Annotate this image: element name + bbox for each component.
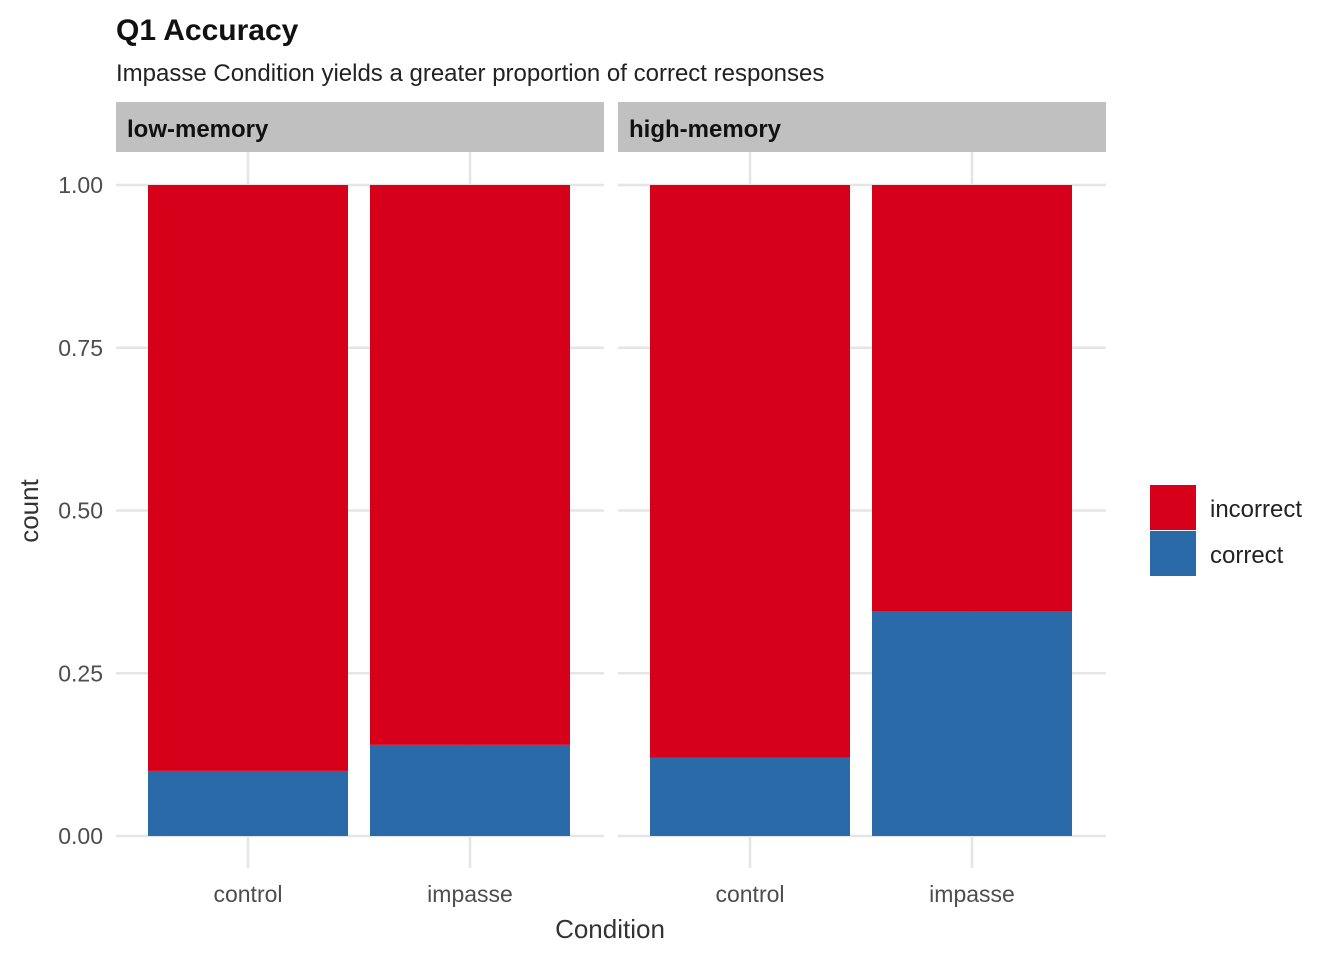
facet-panel-high-memory: high-memory control impasse xyxy=(618,102,1106,907)
y-tick-label: 0.50 xyxy=(58,498,103,524)
y-tick-label: 1.00 xyxy=(58,172,103,198)
y-axis-title: count xyxy=(14,478,44,542)
legend-label-incorrect: incorrect xyxy=(1210,496,1302,523)
facet-panel-low-memory: low-memory control impasse xyxy=(116,102,604,907)
bar-incorrect-control xyxy=(650,185,850,758)
y-axis: 0.00 0.25 0.50 0.75 1.00 xyxy=(58,172,103,849)
bar-correct-impasse xyxy=(370,744,570,836)
x-tick-label: control xyxy=(213,881,282,907)
x-tick-label: impasse xyxy=(929,881,1015,907)
bar-correct-control xyxy=(650,757,850,836)
facet-strip xyxy=(116,102,604,152)
bar-incorrect-control xyxy=(148,185,348,771)
facet-strip-label: high-memory xyxy=(629,116,782,143)
y-tick-label: 0.75 xyxy=(58,335,103,361)
facet-strip xyxy=(618,102,1106,152)
bar-correct-control xyxy=(148,770,348,836)
x-axis-title: Condition xyxy=(555,914,665,944)
legend-label-correct: correct xyxy=(1210,542,1284,569)
x-tick-label: control xyxy=(715,881,784,907)
legend-key-incorrect xyxy=(1150,485,1196,530)
bar-incorrect-impasse xyxy=(872,185,1072,612)
bar-incorrect-impasse xyxy=(370,185,570,745)
facet-strip-label: low-memory xyxy=(127,116,269,143)
chart-subtitle: Impasse Condition yields a greater propo… xyxy=(116,60,824,87)
legend-key-correct xyxy=(1150,531,1196,576)
facet-panels: low-memory control impasse high-memory contr… xyxy=(116,102,1106,907)
bar-correct-impasse xyxy=(872,611,1072,836)
chart-title: Q1 Accuracy xyxy=(116,14,299,47)
y-tick-label: 0.00 xyxy=(58,823,103,849)
y-tick-label: 0.25 xyxy=(58,660,103,686)
x-tick-label: impasse xyxy=(427,881,513,907)
legend: incorrect correct xyxy=(1150,485,1302,576)
